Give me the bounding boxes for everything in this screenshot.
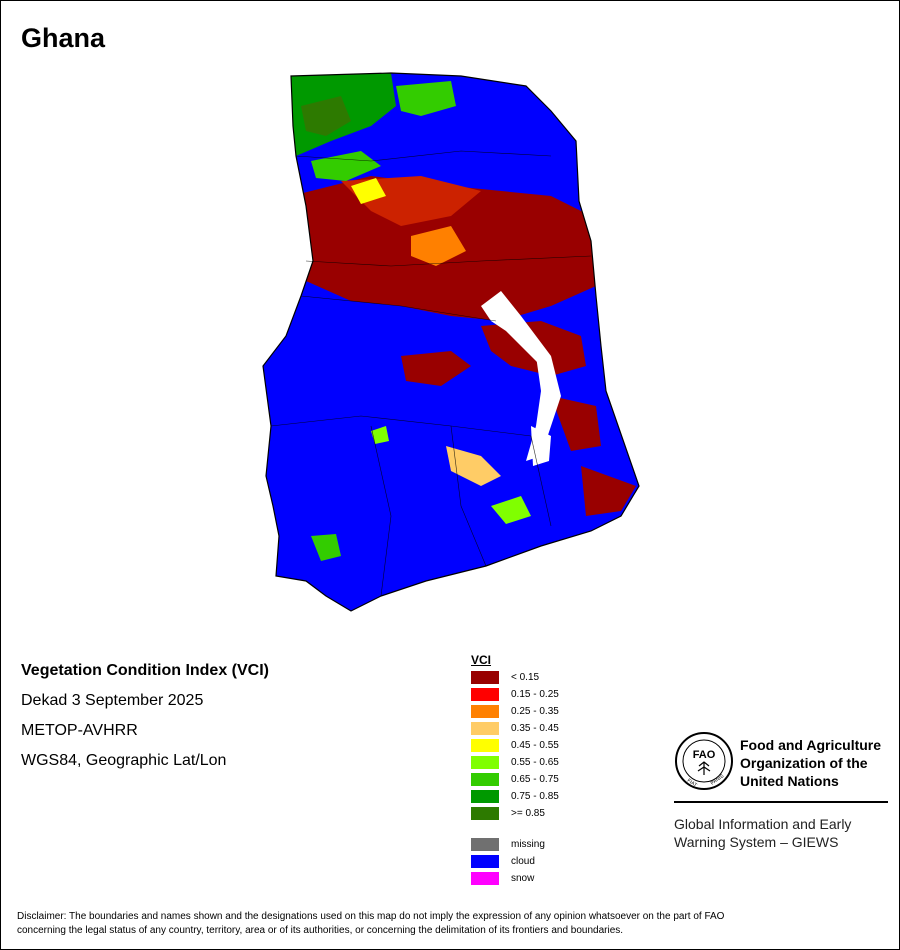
legend-item: 0.15 - 0.25 — [471, 686, 559, 703]
fao-name-line: United Nations — [740, 773, 839, 789]
legend-item: >= 0.85 — [471, 805, 559, 822]
legend-label: 0.35 - 0.45 — [511, 723, 559, 734]
admin-boundaries — [270, 150, 592, 597]
legend-swatch — [471, 773, 499, 786]
legend-item: 0.35 - 0.45 — [471, 720, 559, 737]
legend-swatch — [471, 807, 499, 820]
svg-text:FAO: FAO — [693, 749, 716, 761]
legend-swatch — [471, 688, 499, 701]
fao-name-line: Food and Agriculture — [740, 737, 882, 753]
giews-name: Global Information and Early Warning Sys… — [674, 815, 851, 851]
legend-item-snow: snow — [471, 870, 559, 887]
legend-item-cloud: cloud — [471, 853, 559, 870]
disclaimer-line: concerning the legal status of any count… — [17, 925, 624, 936]
disclaimer: Disclaimer: The boundaries and names sho… — [17, 910, 887, 938]
legend-item: 0.25 - 0.35 — [471, 703, 559, 720]
legend-swatch — [471, 790, 499, 803]
divider — [674, 801, 888, 803]
legend-label: 0.25 - 0.35 — [511, 706, 559, 717]
vci-map — [262, 72, 640, 612]
legend-label: 0.15 - 0.25 — [511, 689, 559, 700]
legend-item: 0.55 - 0.65 — [471, 754, 559, 771]
projection-text: WGS84, Geographic Lat/Lon — [21, 752, 227, 769]
legend-item: < 0.15 — [471, 669, 559, 686]
country-border — [262, 72, 640, 612]
legend-item: 0.45 - 0.55 — [471, 737, 559, 754]
legend-title: VCI — [471, 653, 492, 667]
giews-line: Global Information and Early — [674, 816, 852, 832]
legend-item: 0.75 - 0.85 — [471, 788, 559, 805]
legend: VCI < 0.15 0.15 - 0.25 0.25 - 0.35 0.35 … — [471, 653, 559, 887]
legend-swatch — [471, 671, 499, 684]
map-metadata: Vegetation Condition Index (VCI) Dekad 3… — [21, 656, 269, 776]
legend-swatch — [471, 722, 499, 735]
legend-swatch — [471, 705, 499, 718]
legend-label: < 0.15 — [511, 672, 540, 683]
giews-line: Warning System – GIEWS — [674, 834, 839, 850]
legend-label: 0.75 - 0.85 — [511, 791, 559, 802]
fao-name: Food and Agriculture Organization of the… — [740, 736, 881, 790]
vci-raster — [263, 73, 639, 611]
legend-item: 0.65 - 0.75 — [471, 771, 559, 788]
sensor-text: METOP-AVHRR — [21, 722, 138, 739]
legend-swatch — [471, 872, 499, 885]
index-title: Vegetation Condition Index (VCI) — [21, 662, 269, 679]
map-title: Ghana — [21, 23, 106, 53]
legend-swatch — [471, 756, 499, 769]
legend-swatch — [471, 855, 499, 868]
legend-label: 0.55 - 0.65 — [511, 757, 559, 768]
legend-label: >= 0.85 — [511, 808, 545, 819]
svg-text:FIAT: FIAT — [686, 778, 698, 789]
legend-label: cloud — [511, 856, 535, 867]
legend-label: snow — [511, 873, 535, 884]
disclaimer-line: Disclaimer: The boundaries and names sho… — [17, 911, 725, 922]
legend-swatch — [471, 739, 499, 752]
legend-label: 0.45 - 0.55 — [511, 740, 559, 751]
legend-label: missing — [511, 839, 545, 850]
period-text: Dekad 3 September 2025 — [21, 692, 204, 709]
fao-name-line: Organization of the — [740, 755, 868, 771]
legend-swatch — [471, 838, 499, 851]
legend-label: 0.65 - 0.75 — [511, 774, 559, 785]
fao-logo-icon: FAO FIAT PANIS — [675, 732, 733, 790]
legend-item-missing: missing — [471, 836, 559, 853]
